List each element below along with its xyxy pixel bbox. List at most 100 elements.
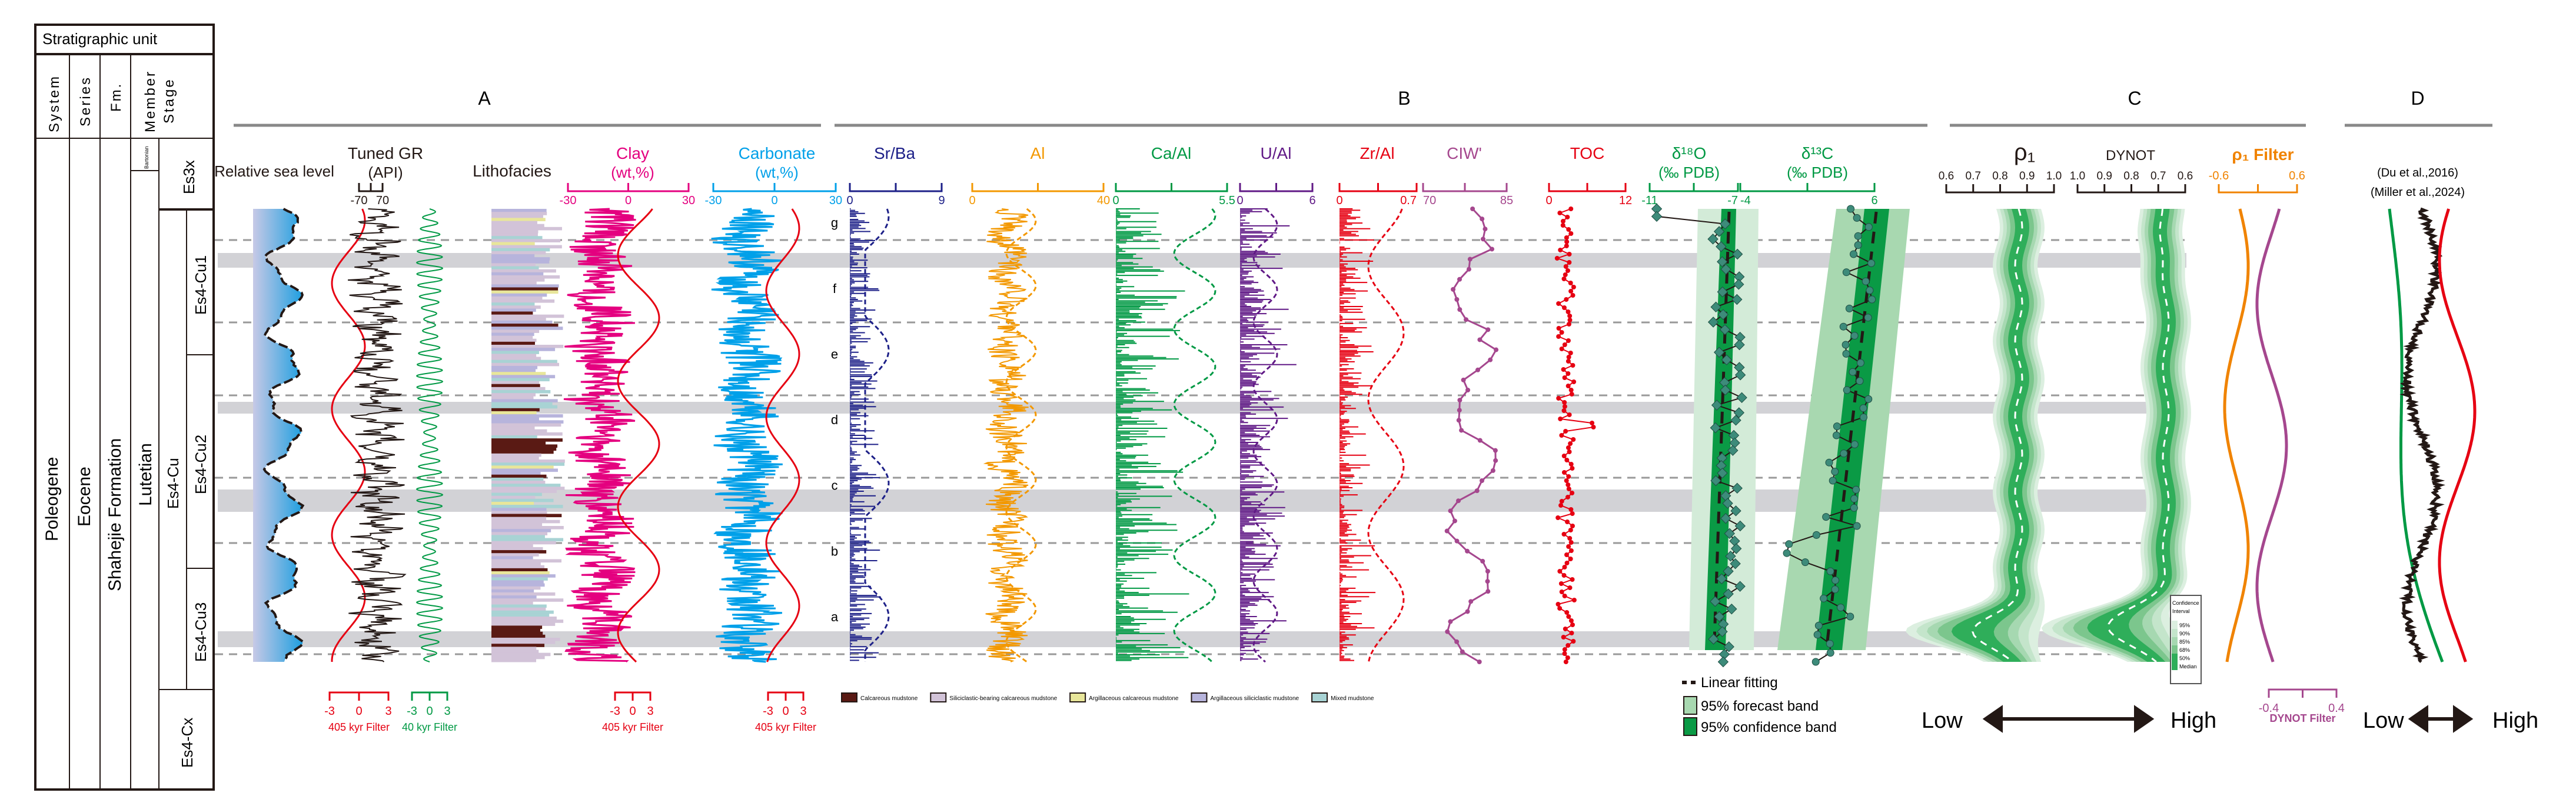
d13c-point [1783,549,1791,557]
lithofacies-bed [491,544,533,548]
lithofacies-bed [491,405,558,409]
tick-label: -30 [705,194,722,207]
legend-swatch [2172,645,2178,654]
track-title-srba: Sr/Ba [874,144,915,162]
toc-point [1562,375,1567,380]
d13c-point [1852,485,1860,494]
gr-405kyr-filter-curve [331,208,366,662]
lithofacies-bed [491,305,541,309]
legend-swatch [841,692,857,702]
toc-point [1570,524,1575,528]
cycle-label-d: d [831,412,838,427]
cycle-label-b: b [831,544,838,558]
d13c-point [1833,422,1841,431]
scale-high-label: High [2171,708,2216,733]
toc-point [1563,660,1568,664]
axis-rhof [2218,184,2298,194]
section-a-label: A [478,88,491,109]
d18o-point [1731,543,1742,554]
toc-point [1565,519,1570,524]
toc-point [1559,347,1564,351]
toc-point [1561,573,1567,578]
toc-point [1554,256,1560,261]
legend-swatch [2172,654,2178,662]
zral-smoothed-curve [1367,208,1405,662]
track-clay: Clay (wt,%) -30 0 30 [560,144,696,207]
d18o-point [1728,429,1740,441]
filter-title-gr40: 40 kyr Filter [402,721,457,733]
scale-high-label: High [2492,708,2538,733]
lithofacies-bed [491,417,539,421]
lithofacies-bed [491,471,541,475]
gr-40kyr-filter-curve [416,208,444,662]
ciw-point [1452,518,1457,524]
toc-point [1567,314,1573,318]
lithofacies-bed [491,447,557,451]
d13c-point [1812,531,1820,539]
track-title-dynot: DYNOT [2106,148,2155,164]
track-ciw: CIW' 70 85 [1422,144,1513,207]
d18o-point [1730,505,1741,517]
cycle-label-e: e [831,347,838,361]
toc-point [1571,598,1577,602]
ciw-point [1445,629,1450,634]
d18o-point [1720,512,1731,524]
lithofacies-bed [491,456,539,460]
lithofacies-bed [491,332,534,337]
d13c-point [1801,558,1809,567]
lithofacies-bed [491,517,547,521]
ciw-point [1479,478,1484,483]
toc-point [1567,585,1573,590]
d13c-point [1853,214,1861,222]
d18o-point [1717,656,1729,668]
ciw-point [1461,377,1466,382]
filter-tick-label: -3 [324,705,335,718]
lithofacies-bed [491,637,560,641]
lithofacies-bed [491,408,540,412]
lithofacies-bed [491,272,544,276]
d18o-point [1716,452,1728,464]
d18o-point [1729,535,1740,547]
filter-axis-gr405 [328,691,390,701]
ciw-point [1448,508,1453,514]
d18o-point [1719,377,1730,388]
lithofacies-bed [491,650,539,654]
filter-tick-label: 3 [647,705,653,718]
toc-point [1558,417,1563,421]
toc-point [1564,244,1569,248]
d18o-point [1711,399,1723,411]
tick-label: -11 [1641,194,1657,207]
toc-point [1567,252,1572,257]
lithofacies-bed [491,209,547,212]
clay-405kyr-filter-curve [617,208,660,663]
lithofacies-bed [491,535,545,539]
tick-label: 12 [1619,194,1632,207]
ciw-point [1459,428,1464,433]
track-title-gr: Tuned GR [348,144,423,162]
d18o-point [1731,248,1743,260]
filter-title-gr405: 405 kyr Filter [328,721,390,733]
d18o-point [1734,339,1745,351]
lithofacies-bed [491,568,548,572]
legend-swatch [1683,696,1697,715]
ciw-point [1485,327,1491,332]
d18o-point [1723,641,1734,652]
tick-label: 5.5 [1219,194,1235,207]
toc-point [1565,445,1571,450]
series-value: Eocene [75,467,94,527]
srba-smoothed-curve [864,208,890,662]
track-sea: Relative sea level [214,162,334,180]
d18o-point [1734,362,1745,373]
carbonate-405kyr-filter-curve [765,208,800,662]
section-b-label: B [1398,88,1410,109]
toc-point [1563,264,1568,269]
d13c-point [1867,259,1876,267]
lithofacies-bed [491,311,533,315]
tick-label: -70 [351,194,368,207]
zral-bars [1339,208,1376,661]
d18o-point [1720,490,1731,501]
lithofacies-bed [491,420,564,424]
lithofacies-bed [491,335,533,339]
track-d18o: δ¹⁸O (‰ PDB)-11 -7 [1641,144,1739,207]
